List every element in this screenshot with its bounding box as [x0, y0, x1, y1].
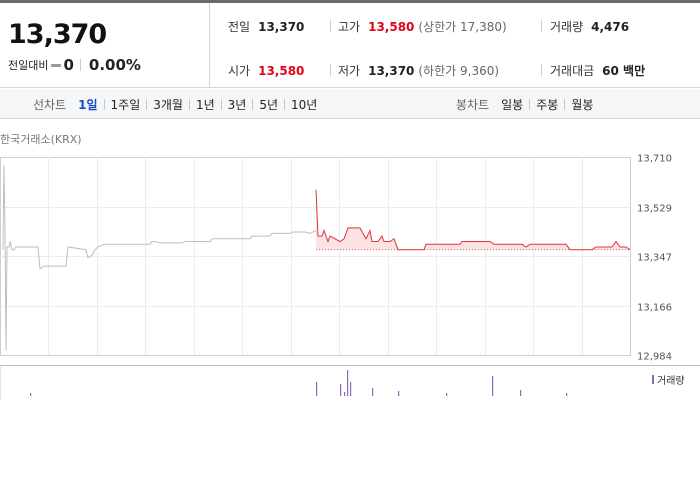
price-chart: 13,710 13,529 13,347 13,166 12,984: [0, 140, 700, 400]
tab-period-2[interactable]: 3개월: [153, 97, 183, 112]
tab-period-3[interactable]: 1년: [195, 97, 215, 112]
volume-bar: [316, 382, 318, 396]
tab-divider: [529, 98, 531, 110]
stat-value: 4,476: [591, 20, 630, 34]
stat-label: 고가: [338, 20, 361, 34]
stat-label: 거래대금: [550, 64, 595, 78]
volume-bar: [350, 382, 352, 396]
stat-divider: [541, 64, 542, 76]
tab-divider: [284, 98, 286, 110]
data-source: 한국거래소(KRX): [0, 133, 82, 146]
volume-bar: [372, 388, 374, 396]
stat-value: 60 백만: [602, 64, 646, 78]
tab-period-0[interactable]: 1일: [78, 97, 98, 112]
y-tick-label: 13,529: [637, 204, 672, 215]
change-value: 0: [63, 56, 74, 74]
volume-bar: [344, 392, 346, 396]
stat-low: 저가 13,370 (하한가 9,360): [338, 62, 499, 79]
quote-panel: 13,370 전일대비 0 0.00% 전일 13,370 고가 13,580 …: [0, 0, 700, 88]
y-tick-label: 13,347: [637, 253, 672, 264]
stat-label: 전일: [228, 20, 251, 34]
stat-divider: [330, 64, 331, 76]
today-area-fill: [316, 189, 630, 250]
current-price: 13,370: [8, 19, 107, 50]
y-tick-label: 13,710: [637, 154, 672, 165]
volume-legend: 거래량: [652, 372, 685, 387]
stat-value: 13,370: [368, 64, 415, 78]
volume-bar: [347, 370, 349, 396]
tab-divider: [252, 98, 254, 110]
tab-divider: [220, 98, 222, 110]
change-row: 전일대비 0 0.00%: [8, 56, 141, 74]
price-chart-svg: 13,710 13,529 13,347 13,166 12,984: [0, 154, 700, 400]
tab-period-5[interactable]: 5년: [259, 97, 279, 112]
upper-limit: (상한가 17,380): [418, 20, 507, 34]
change-divider: [79, 59, 81, 71]
today-price-line: [315, 189, 631, 251]
stat-divider: [541, 20, 542, 32]
change-label: 전일대비: [8, 59, 49, 72]
line-chart-tabs: 선차트 1일 1주일 3개월 1년 3년 5년 10년: [33, 89, 317, 119]
stat-label: 저가: [338, 64, 361, 78]
tab-divider: [564, 98, 566, 110]
stat-value: 13,580: [258, 64, 305, 78]
tab-divider: [188, 98, 190, 110]
flat-icon: [51, 63, 62, 67]
change-percent: 0.00%: [88, 56, 141, 74]
tab-candle-1[interactable]: 주봉: [536, 97, 559, 112]
tab-divider: [103, 98, 105, 110]
chart-period-tabbar: 선차트 1일 1주일 3개월 1년 3년 5년 10년 봉차트 일봉 주봉 월봉: [0, 89, 700, 119]
tab-candle-2[interactable]: 월봉: [571, 97, 594, 112]
stat-prev-close: 전일 13,370: [228, 18, 304, 35]
line-chart-label: 선차트: [33, 97, 67, 112]
tab-candle-0[interactable]: 일봉: [501, 97, 524, 112]
stat-label: 거래량: [550, 20, 584, 34]
volume-bar: [492, 376, 494, 396]
tab-period-1[interactable]: 1주일: [110, 97, 141, 112]
price-box: 13,370 전일대비 0 0.00%: [0, 3, 210, 88]
volume-bar: [520, 390, 522, 396]
stat-volume: 거래량 4,476: [550, 18, 629, 35]
volume-bar: [30, 393, 32, 396]
volume-bar: [566, 393, 568, 396]
stat-value: 13,580: [368, 20, 415, 34]
stat-value: 13,370: [258, 20, 305, 34]
stat-label: 시가: [228, 64, 251, 78]
stat-divider: [330, 20, 331, 32]
candle-chart-label: 봉차트: [456, 97, 490, 112]
tab-period-4[interactable]: 3년: [227, 97, 247, 112]
stat-open: 시가 13,580: [228, 62, 304, 79]
candle-chart-tabs: 봉차트 일봉 주봉 월봉: [456, 89, 593, 119]
volume-legend-label: 거래량: [657, 376, 685, 387]
tab-period-6[interactable]: 10년: [291, 97, 318, 112]
volume-bar: [340, 384, 342, 396]
previous-session-line: [2, 165, 317, 351]
volume-bar: [398, 391, 400, 396]
y-tick-label: 12,984: [637, 352, 672, 363]
stat-amount: 거래대금 60 백만: [550, 62, 645, 79]
lower-limit: (하한가 9,360): [418, 64, 500, 78]
volume-bar: [446, 393, 448, 396]
y-tick-label: 13,166: [637, 303, 672, 314]
tab-divider: [146, 98, 148, 110]
stat-high: 고가 13,580 (상한가 17,380): [338, 18, 507, 35]
volume-legend-swatch: [652, 375, 654, 384]
